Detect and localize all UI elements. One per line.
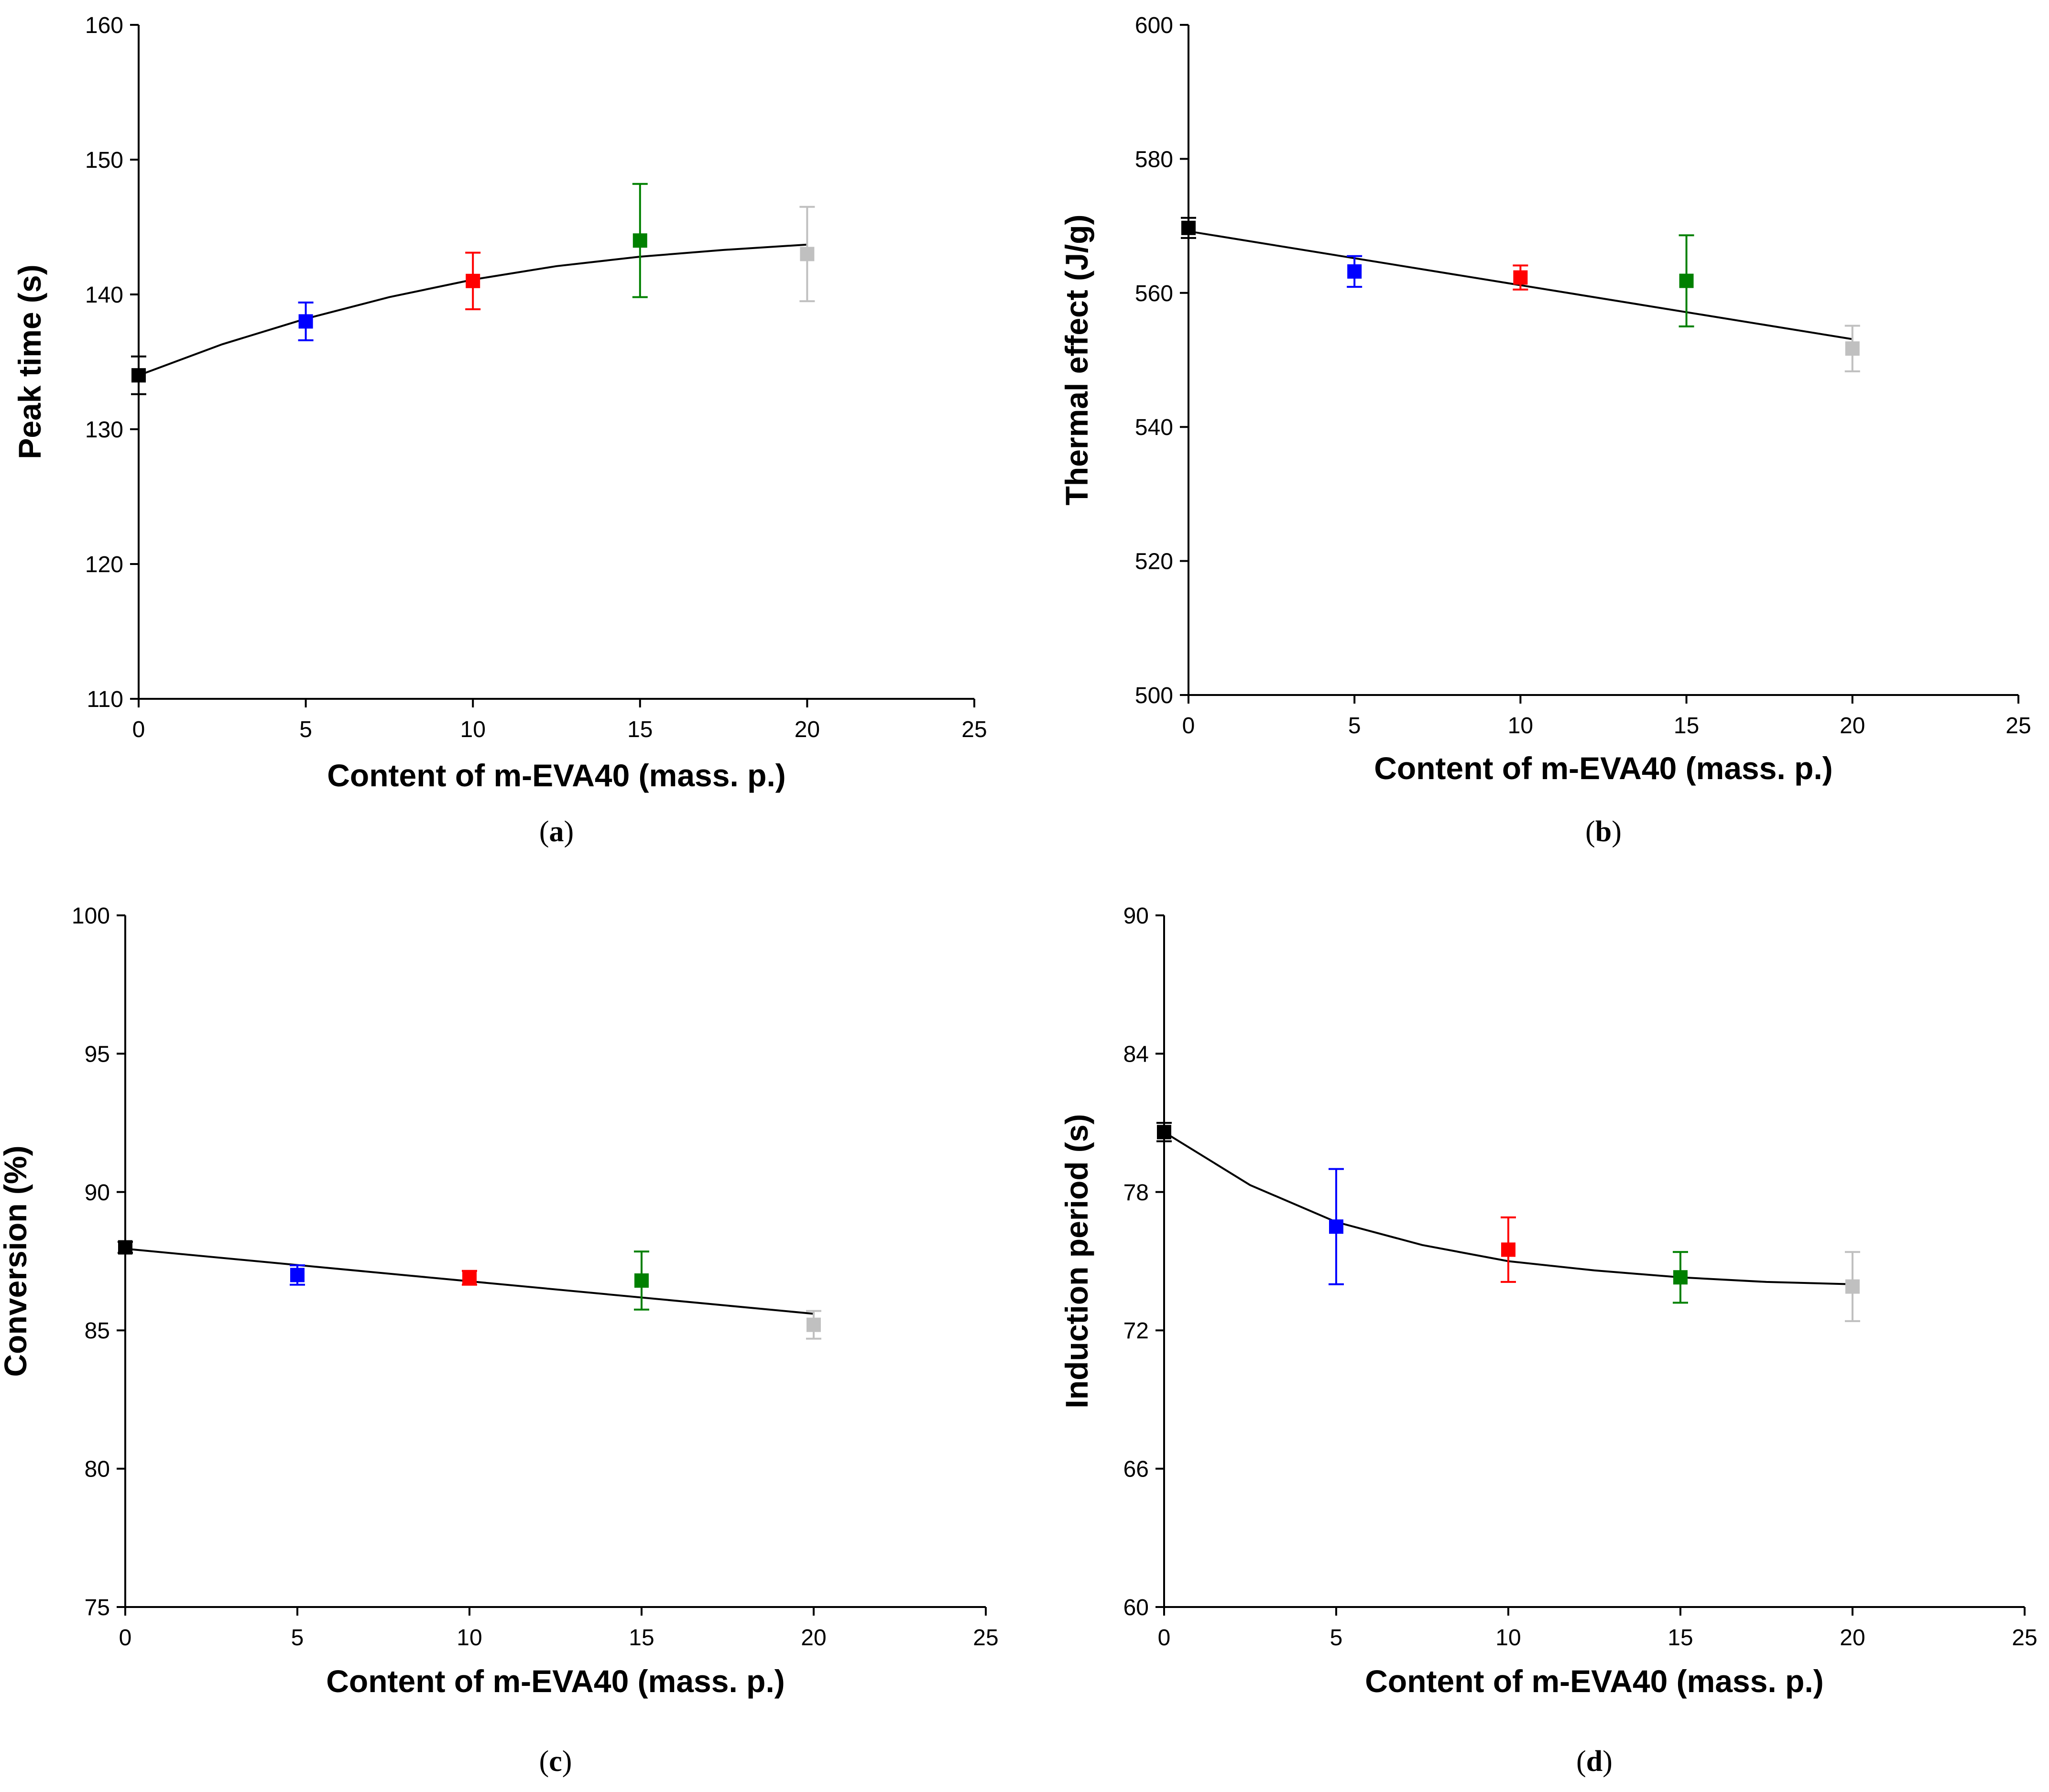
panel-a-x-tick-label: 15 — [627, 717, 653, 742]
panel-b-y-tick-label: 600 — [1135, 13, 1173, 38]
panel-a-y-axis-title: Peak time (s) — [12, 264, 47, 459]
panel-d-x-tick-label: 20 — [1840, 1625, 1865, 1651]
panel-c-x-axis-title: Content of m-EVA40 (mass. p.) — [326, 1663, 785, 1699]
chart-panel-a: 0 5 10 15 20 25 110 120 130 140 150 160 Content of m… — [12, 13, 987, 848]
panel-c-data-point — [290, 1268, 305, 1282]
panel-d-x-tick-label: 10 — [1495, 1625, 1521, 1651]
panel-b-data-point — [1347, 264, 1362, 279]
panel-c-y-tick-label: 75 — [85, 1595, 110, 1620]
panel-c-x-tick-label: 10 — [457, 1625, 482, 1651]
panel-a-x-tick-label: 25 — [961, 717, 987, 742]
panel-a-x-tick-label: 5 — [299, 717, 312, 742]
panel-c-y-tick-label: 95 — [85, 1042, 110, 1067]
panel-d-y-tick-label: 84 — [1123, 1042, 1149, 1067]
panel-a-x-tick-label: 20 — [795, 717, 820, 742]
panel-c-x-tick-label: 0 — [119, 1625, 132, 1651]
panel-d-data-point — [1157, 1125, 1171, 1140]
panel-c-y-axis-title: Conversion (%) — [0, 1145, 33, 1377]
panel-d-x-tick-label: 5 — [1330, 1625, 1343, 1651]
panel-a-x-tick-label: 0 — [132, 717, 145, 742]
panel-c-data-point — [634, 1273, 649, 1288]
panel-b-y-tick-label: 580 — [1135, 147, 1173, 172]
panel-d-x-tick-label: 0 — [1158, 1625, 1171, 1651]
panel-b-x-tick-label: 25 — [2005, 713, 2031, 739]
panel-c-y-tick-label: 80 — [85, 1457, 110, 1482]
panel-d-y-tick-label: 78 — [1123, 1180, 1149, 1206]
panel-c-x-tick-label: 25 — [973, 1625, 998, 1651]
panel-b-x-axis-title: Content of m-EVA40 (mass. p.) — [1374, 750, 1833, 786]
panel-a-y-tick-label: 130 — [85, 417, 123, 443]
panel-a-x-axis-title: Content of m-EVA40 (mass. p.) — [327, 758, 786, 793]
panel-c-x-tick-label: 5 — [291, 1625, 304, 1651]
panel-d-y-tick-label: 60 — [1123, 1595, 1149, 1620]
panel-b-x-tick-label: 5 — [1348, 713, 1361, 739]
panel-b-x-tick-label: 15 — [1674, 713, 1699, 739]
panel-c-label: (c) — [539, 1745, 572, 1778]
panel-b-data-point — [1513, 270, 1528, 285]
panel-a-data-point — [131, 368, 146, 383]
panel-c-x-tick-label: 20 — [801, 1625, 826, 1651]
panel-b-x-tick-label: 20 — [1840, 713, 1865, 739]
panel-b-label: (b) — [1585, 815, 1622, 848]
panel-a-data-point — [800, 247, 815, 261]
panel-c-data-point — [118, 1240, 132, 1255]
panel-d-y-tick-label: 66 — [1123, 1457, 1149, 1482]
panel-b-x-tick-label: 0 — [1182, 713, 1195, 739]
panel-d-data-point — [1673, 1270, 1688, 1285]
panel-c-data-point — [462, 1271, 477, 1285]
panel-b-y-tick-label: 500 — [1135, 683, 1173, 708]
panel-d-x-axis-title: Content of m-EVA40 (mass. p.) — [1365, 1663, 1824, 1699]
panel-b-y-tick-label: 520 — [1135, 549, 1173, 575]
panel-b-data-point — [1679, 273, 1694, 288]
chart-panel-d: 0 5 10 15 20 25 60 66 72 78 84 90 Content of m-EVA40… — [1059, 903, 2038, 1778]
panel-a-data-point — [466, 273, 480, 288]
panel-a-y-tick-label: 120 — [85, 552, 123, 577]
panel-a-data-point — [298, 314, 313, 329]
panel-b-x-tick-label: 10 — [1508, 713, 1533, 739]
chart-panel-c: 0 5 10 15 20 25 75 80 85 90 95 100 Content of m-EVA4… — [0, 903, 999, 1778]
panel-b-data-point — [1181, 220, 1196, 235]
panel-a-y-tick-label: 140 — [85, 282, 123, 308]
panel-a-data-point — [632, 233, 647, 248]
panel-d-data-point — [1501, 1242, 1515, 1257]
panel-a-y-tick-label: 150 — [85, 148, 123, 173]
panel-b-y-tick-label: 540 — [1135, 415, 1173, 440]
panel-d-x-tick-label: 15 — [1668, 1625, 1693, 1651]
chart-panel-b: 0 5 10 15 20 25 500 520 540 560 580 600 Content of m… — [1059, 13, 2031, 848]
panel-d-data-point — [1329, 1219, 1343, 1234]
panel-a-x-tick-label: 10 — [460, 717, 486, 742]
panel-d-label: (d) — [1576, 1745, 1613, 1778]
panel-b-y-axis-title: Thermal effect (J/g) — [1059, 215, 1094, 506]
panel-b-data-point — [1845, 341, 1860, 356]
panel-d-y-tick-label: 72 — [1123, 1318, 1149, 1344]
panel-c-y-tick-label: 100 — [72, 903, 110, 929]
panel-a-y-tick-label: 160 — [85, 13, 123, 38]
panel-a-label: (a) — [539, 815, 574, 848]
panel-c-y-tick-label: 90 — [85, 1180, 110, 1206]
panel-d-y-axis-title: Induction period (s) — [1059, 1114, 1094, 1409]
panel-c-y-tick-label: 85 — [85, 1318, 110, 1344]
panel-a-y-tick-label: 110 — [87, 687, 123, 712]
panel-c-x-tick-label: 15 — [629, 1625, 654, 1651]
panel-c-data-point — [807, 1317, 821, 1332]
panel-d-x-tick-label: 25 — [2012, 1625, 2037, 1651]
panel-d-data-point — [1845, 1279, 1860, 1294]
panel-b-y-tick-label: 560 — [1135, 281, 1173, 306]
panel-d-y-tick-label: 90 — [1123, 903, 1149, 929]
